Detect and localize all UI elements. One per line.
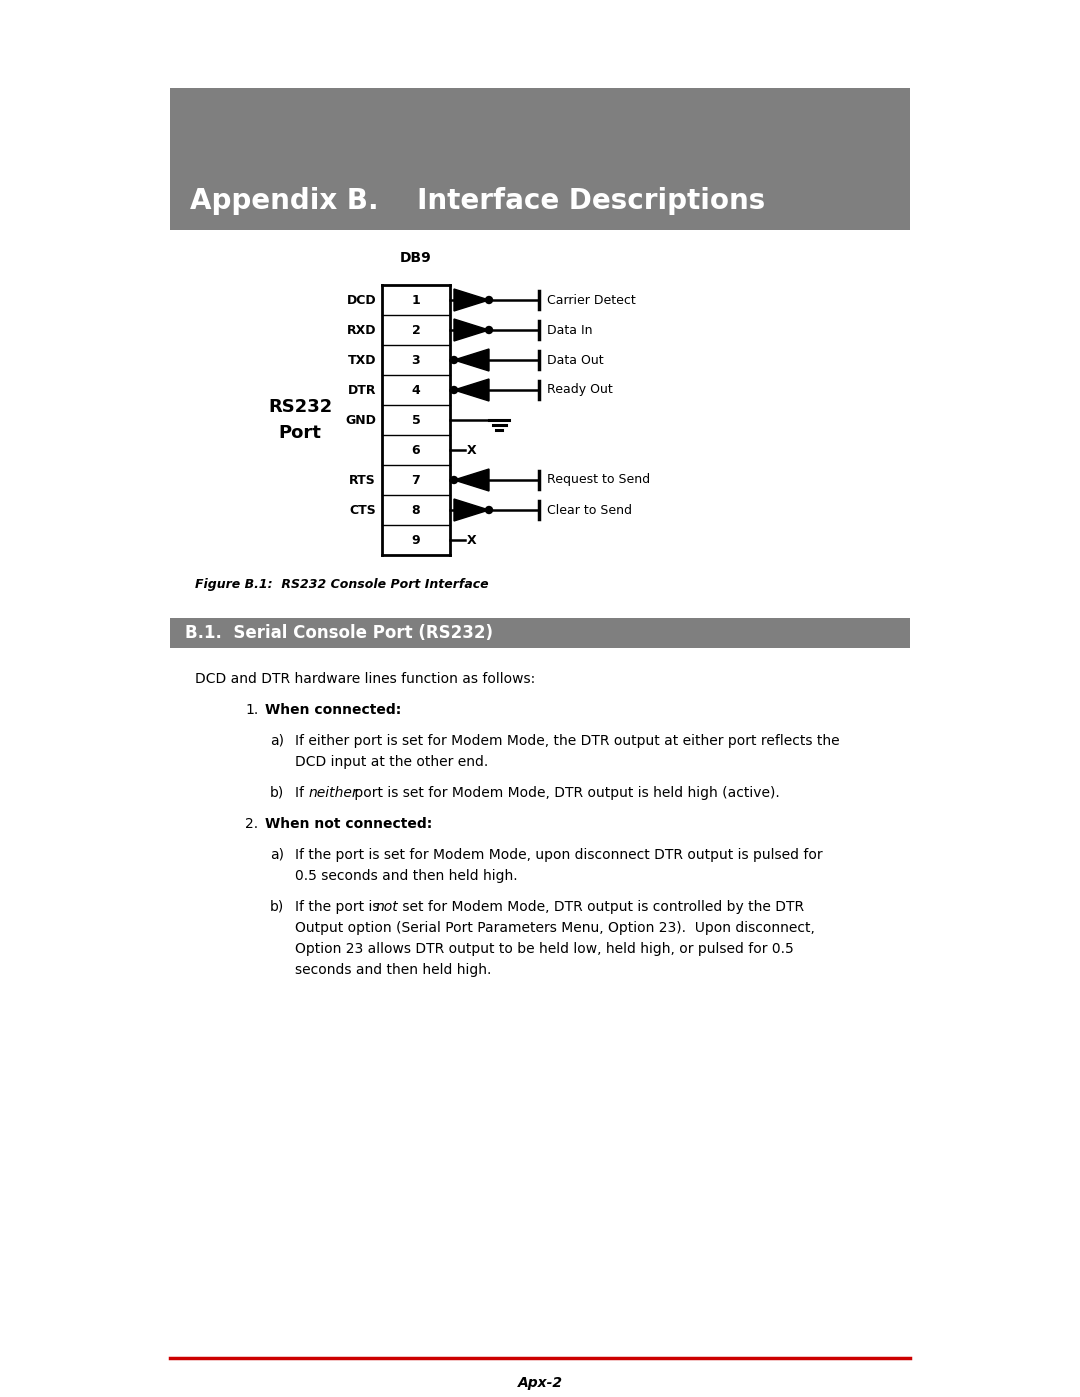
Text: 8: 8 [411, 503, 420, 517]
Text: B.1.  Serial Console Port (RS232): B.1. Serial Console Port (RS232) [185, 624, 492, 643]
Text: not: not [376, 900, 399, 914]
Text: neither: neither [309, 787, 359, 800]
Text: If either port is set for Modem Mode, the DTR output at either port reflects the: If either port is set for Modem Mode, th… [295, 733, 839, 747]
Text: seconds and then held high.: seconds and then held high. [295, 963, 491, 977]
Circle shape [486, 507, 492, 514]
Text: Option 23 allows DTR output to be held low, held high, or pulsed for 0.5: Option 23 allows DTR output to be held l… [295, 942, 794, 956]
Text: X: X [467, 443, 476, 457]
Text: GND: GND [346, 414, 376, 426]
Text: TXD: TXD [348, 353, 376, 366]
Text: set for Modem Mode, DTR output is controlled by the DTR: set for Modem Mode, DTR output is contro… [399, 900, 805, 914]
Text: RTS: RTS [349, 474, 376, 486]
Text: 0.5 seconds and then held high.: 0.5 seconds and then held high. [295, 869, 517, 883]
Text: Apx-2: Apx-2 [517, 1376, 563, 1390]
Polygon shape [454, 289, 489, 312]
Text: 2: 2 [411, 324, 420, 337]
Text: If the port is: If the port is [295, 900, 383, 914]
Text: Clear to Send: Clear to Send [546, 503, 632, 517]
Text: DTR: DTR [348, 384, 376, 397]
Text: 2.: 2. [245, 817, 258, 831]
Text: CTS: CTS [349, 503, 376, 517]
Text: Output option (Serial Port Parameters Menu, Option 23).  Upon disconnect,: Output option (Serial Port Parameters Me… [295, 921, 815, 935]
Text: If: If [295, 787, 309, 800]
Bar [170, 617, 910, 648]
Circle shape [450, 476, 458, 483]
Text: X: X [467, 534, 476, 546]
Text: b): b) [270, 900, 284, 914]
Circle shape [450, 356, 458, 363]
Circle shape [486, 327, 492, 334]
Text: Data Out: Data Out [546, 353, 604, 366]
Text: DCD: DCD [347, 293, 376, 306]
Text: Carrier Detect: Carrier Detect [546, 293, 636, 306]
Text: 5: 5 [411, 414, 420, 426]
Text: 3: 3 [411, 353, 420, 366]
Text: If the port is set for Modem Mode, upon disconnect DTR output is pulsed for: If the port is set for Modem Mode, upon … [295, 848, 823, 862]
Text: When not connected:: When not connected: [265, 817, 432, 831]
Circle shape [486, 296, 492, 303]
Text: Request to Send: Request to Send [546, 474, 650, 486]
Text: Data In: Data In [546, 324, 593, 337]
Text: 9: 9 [411, 534, 420, 546]
Bar [170, 88, 910, 231]
Text: 4: 4 [411, 384, 420, 397]
Text: 1: 1 [411, 293, 420, 306]
Text: When connected:: When connected: [265, 703, 402, 717]
Text: 1.: 1. [245, 703, 258, 717]
Text: 7: 7 [411, 474, 420, 486]
Text: RS232
Port: RS232 Port [268, 398, 333, 443]
Text: RXD: RXD [347, 324, 376, 337]
Text: a): a) [270, 848, 284, 862]
Circle shape [450, 387, 458, 394]
Text: Figure B.1:  RS232 Console Port Interface: Figure B.1: RS232 Console Port Interface [195, 578, 488, 591]
Polygon shape [454, 499, 489, 521]
Polygon shape [454, 469, 489, 490]
Text: 6: 6 [411, 443, 420, 457]
Text: port is set for Modem Mode, DTR output is held high (active).: port is set for Modem Mode, DTR output i… [350, 787, 780, 800]
Text: DB9: DB9 [400, 251, 432, 265]
Text: b): b) [270, 787, 284, 800]
Text: Appendix B.    Interface Descriptions: Appendix B. Interface Descriptions [190, 187, 766, 215]
Polygon shape [454, 349, 489, 372]
Text: Ready Out: Ready Out [546, 384, 612, 397]
Text: DCD input at the other end.: DCD input at the other end. [295, 754, 488, 768]
Text: a): a) [270, 733, 284, 747]
Polygon shape [454, 379, 489, 401]
Polygon shape [454, 319, 489, 341]
Text: DCD and DTR hardware lines function as follows:: DCD and DTR hardware lines function as f… [195, 672, 536, 686]
